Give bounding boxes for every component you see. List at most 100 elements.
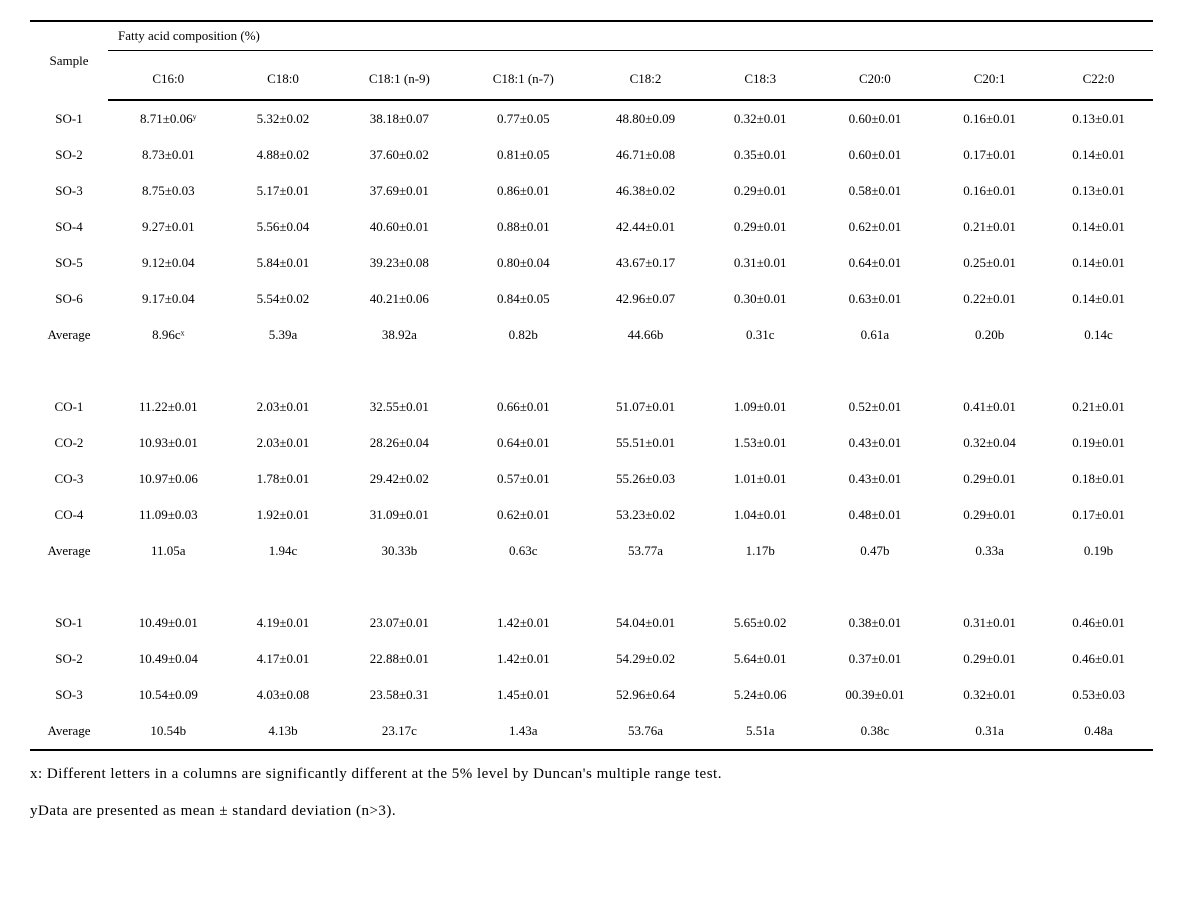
data-cell: 23.58±0.31 — [337, 677, 461, 713]
data-cell: 23.07±0.01 — [337, 605, 461, 641]
data-cell: 1.45±0.01 — [461, 677, 585, 713]
data-cell: 0.35±0.01 — [706, 137, 815, 173]
data-cell: 11.09±0.03 — [108, 497, 229, 533]
data-cell: 0.18±0.01 — [1044, 461, 1153, 497]
table-row: SO-18.71±0.06ʸ5.32±0.0238.18±0.070.77±0.… — [30, 100, 1153, 137]
data-cell: 0.17±0.01 — [935, 137, 1044, 173]
data-cell: 0.14±0.01 — [1044, 281, 1153, 317]
table-row: SO-310.54±0.094.03±0.0823.58±0.311.45±0.… — [30, 677, 1153, 713]
data-cell: 5.56±0.04 — [229, 209, 338, 245]
sample-cell: SO-2 — [30, 641, 108, 677]
table-row: CO-210.93±0.012.03±0.0128.26±0.040.64±0.… — [30, 425, 1153, 461]
data-cell: 0.48±0.01 — [815, 497, 936, 533]
data-cell: 5.32±0.02 — [229, 100, 338, 137]
data-cell: 42.96±0.07 — [585, 281, 706, 317]
sample-cell: CO-1 — [30, 389, 108, 425]
column-header: C18:2 — [585, 51, 706, 101]
data-cell: 0.29±0.01 — [935, 497, 1044, 533]
table-row: CO-111.22±0.012.03±0.0132.55±0.010.66±0.… — [30, 389, 1153, 425]
data-cell: 4.19±0.01 — [229, 605, 338, 641]
column-header: C18:1 (n-7) — [461, 51, 585, 101]
data-cell: 0.58±0.01 — [815, 173, 936, 209]
data-cell: 0.32±0.01 — [935, 677, 1044, 713]
average-cell: 1.94c — [229, 533, 338, 569]
average-label: Average — [30, 713, 108, 750]
column-header: C18:1 (n-9) — [337, 51, 461, 101]
table-row: SO-59.12±0.045.84±0.0139.23±0.080.80±0.0… — [30, 245, 1153, 281]
data-cell: 0.29±0.01 — [935, 641, 1044, 677]
data-cell: 0.21±0.01 — [1044, 389, 1153, 425]
data-cell: 54.04±0.01 — [585, 605, 706, 641]
data-cell: 10.49±0.04 — [108, 641, 229, 677]
data-cell: 00.39±0.01 — [815, 677, 936, 713]
data-cell: 55.26±0.03 — [585, 461, 706, 497]
data-cell: 10.93±0.01 — [108, 425, 229, 461]
table-row: SO-28.73±0.014.88±0.0237.60±0.020.81±0.0… — [30, 137, 1153, 173]
data-cell: 40.60±0.01 — [337, 209, 461, 245]
average-cell: 11.05a — [108, 533, 229, 569]
data-cell: 0.25±0.01 — [935, 245, 1044, 281]
table-row: SO-69.17±0.045.54±0.0240.21±0.060.84±0.0… — [30, 281, 1153, 317]
data-cell: 0.84±0.05 — [461, 281, 585, 317]
average-cell: 0.19b — [1044, 533, 1153, 569]
data-cell: 0.81±0.05 — [461, 137, 585, 173]
average-cell: 0.20b — [935, 317, 1044, 353]
data-cell: 0.29±0.01 — [935, 461, 1044, 497]
data-cell: 5.84±0.01 — [229, 245, 338, 281]
column-header: C22:0 — [1044, 51, 1153, 101]
data-cell: 0.37±0.01 — [815, 641, 936, 677]
data-cell: 28.26±0.04 — [337, 425, 461, 461]
column-header-row: C16:0C18:0C18:1 (n-9)C18:1 (n-7)C18:2C18… — [30, 51, 1153, 101]
data-cell: 5.17±0.01 — [229, 173, 338, 209]
average-cell: 0.48a — [1044, 713, 1153, 750]
average-cell: 0.14c — [1044, 317, 1153, 353]
average-cell: 5.39a — [229, 317, 338, 353]
data-cell: 0.16±0.01 — [935, 173, 1044, 209]
data-cell: 0.46±0.01 — [1044, 641, 1153, 677]
data-cell: 0.63±0.01 — [815, 281, 936, 317]
data-cell: 0.14±0.01 — [1044, 245, 1153, 281]
data-cell: 0.29±0.01 — [706, 209, 815, 245]
data-cell: 8.75±0.03 — [108, 173, 229, 209]
average-row: Average8.96cˣ5.39a38.92a0.82b44.66b0.31c… — [30, 317, 1153, 353]
data-cell: 5.64±0.01 — [706, 641, 815, 677]
data-cell: 0.31±0.01 — [706, 245, 815, 281]
data-cell: 0.31±0.01 — [935, 605, 1044, 641]
data-cell: 0.88±0.01 — [461, 209, 585, 245]
data-cell: 0.32±0.01 — [706, 100, 815, 137]
data-cell: 22.88±0.01 — [337, 641, 461, 677]
average-cell: 0.82b — [461, 317, 585, 353]
average-label: Average — [30, 317, 108, 353]
data-cell: 2.03±0.01 — [229, 425, 338, 461]
data-cell: 4.88±0.02 — [229, 137, 338, 173]
data-cell: 53.23±0.02 — [585, 497, 706, 533]
data-cell: 0.14±0.01 — [1044, 137, 1153, 173]
data-cell: 0.43±0.01 — [815, 425, 936, 461]
data-cell: 1.53±0.01 — [706, 425, 815, 461]
section-title: Fatty acid composition (%) — [108, 21, 1153, 51]
data-cell: 32.55±0.01 — [337, 389, 461, 425]
average-cell: 53.77a — [585, 533, 706, 569]
sample-cell: SO-3 — [30, 173, 108, 209]
footnote-x: x: Different letters in a columns are si… — [30, 761, 1153, 788]
average-cell: 53.76a — [585, 713, 706, 750]
column-header: C18:0 — [229, 51, 338, 101]
average-cell: 0.63c — [461, 533, 585, 569]
data-cell: 0.30±0.01 — [706, 281, 815, 317]
data-cell: 0.62±0.01 — [461, 497, 585, 533]
data-cell: 0.17±0.01 — [1044, 497, 1153, 533]
average-cell: 0.31c — [706, 317, 815, 353]
data-cell: 8.71±0.06ʸ — [108, 100, 229, 137]
data-cell: 38.18±0.07 — [337, 100, 461, 137]
average-cell: 23.17c — [337, 713, 461, 750]
data-cell: 8.73±0.01 — [108, 137, 229, 173]
data-cell: 0.13±0.01 — [1044, 100, 1153, 137]
sample-header: Sample — [30, 21, 108, 100]
data-cell: 4.17±0.01 — [229, 641, 338, 677]
column-header: C16:0 — [108, 51, 229, 101]
data-cell: 0.19±0.01 — [1044, 425, 1153, 461]
data-cell: 11.22±0.01 — [108, 389, 229, 425]
data-cell: 51.07±0.01 — [585, 389, 706, 425]
data-cell: 37.69±0.01 — [337, 173, 461, 209]
average-cell: 0.38c — [815, 713, 936, 750]
